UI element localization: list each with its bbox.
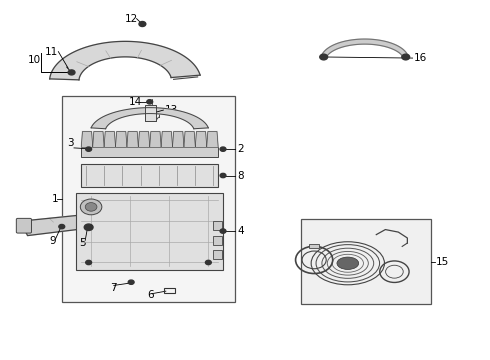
Polygon shape — [207, 132, 218, 147]
Polygon shape — [116, 132, 127, 147]
Text: 9: 9 — [49, 236, 56, 246]
Bar — [145, 105, 156, 121]
Bar — [81, 147, 218, 157]
Bar — [62, 96, 235, 302]
Bar — [213, 221, 222, 230]
Circle shape — [220, 229, 226, 233]
Circle shape — [220, 147, 226, 151]
Polygon shape — [150, 132, 161, 147]
Bar — [76, 193, 223, 270]
Text: 5: 5 — [79, 238, 85, 248]
Circle shape — [320, 54, 328, 60]
Polygon shape — [172, 132, 184, 147]
FancyBboxPatch shape — [16, 219, 31, 233]
Bar — [81, 164, 218, 187]
Circle shape — [402, 54, 410, 60]
Circle shape — [85, 203, 97, 211]
Circle shape — [147, 100, 153, 104]
Circle shape — [68, 70, 75, 75]
Polygon shape — [196, 132, 207, 147]
Polygon shape — [91, 108, 208, 129]
Circle shape — [139, 22, 146, 27]
Text: 2: 2 — [238, 144, 245, 154]
Text: 11: 11 — [45, 46, 58, 57]
Circle shape — [128, 280, 134, 284]
Text: 8: 8 — [238, 171, 245, 180]
Text: 1: 1 — [52, 194, 59, 204]
Bar — [213, 235, 222, 244]
Text: 6: 6 — [147, 291, 153, 301]
Polygon shape — [161, 132, 172, 147]
Polygon shape — [20, 212, 116, 235]
Circle shape — [80, 199, 102, 215]
Circle shape — [86, 260, 92, 265]
Bar — [213, 250, 222, 259]
Bar — [309, 244, 319, 248]
Polygon shape — [127, 132, 138, 147]
Circle shape — [84, 224, 93, 230]
Text: 10: 10 — [27, 55, 41, 65]
Polygon shape — [49, 41, 200, 80]
Text: 13: 13 — [164, 105, 178, 115]
Text: 4: 4 — [238, 226, 245, 236]
Bar — [301, 220, 431, 304]
Polygon shape — [138, 132, 150, 147]
Polygon shape — [81, 132, 93, 147]
Polygon shape — [93, 132, 104, 147]
Text: 16: 16 — [414, 53, 427, 63]
Circle shape — [205, 260, 211, 265]
Text: 14: 14 — [129, 97, 142, 107]
Bar — [164, 288, 175, 293]
Text: 12: 12 — [125, 14, 139, 24]
Circle shape — [220, 174, 226, 178]
Text: 7: 7 — [110, 283, 117, 293]
Text: 15: 15 — [436, 257, 449, 267]
Text: 3: 3 — [67, 138, 74, 148]
Ellipse shape — [337, 257, 359, 269]
Circle shape — [86, 147, 92, 151]
Polygon shape — [104, 132, 116, 147]
Polygon shape — [184, 132, 196, 147]
Circle shape — [59, 225, 65, 229]
